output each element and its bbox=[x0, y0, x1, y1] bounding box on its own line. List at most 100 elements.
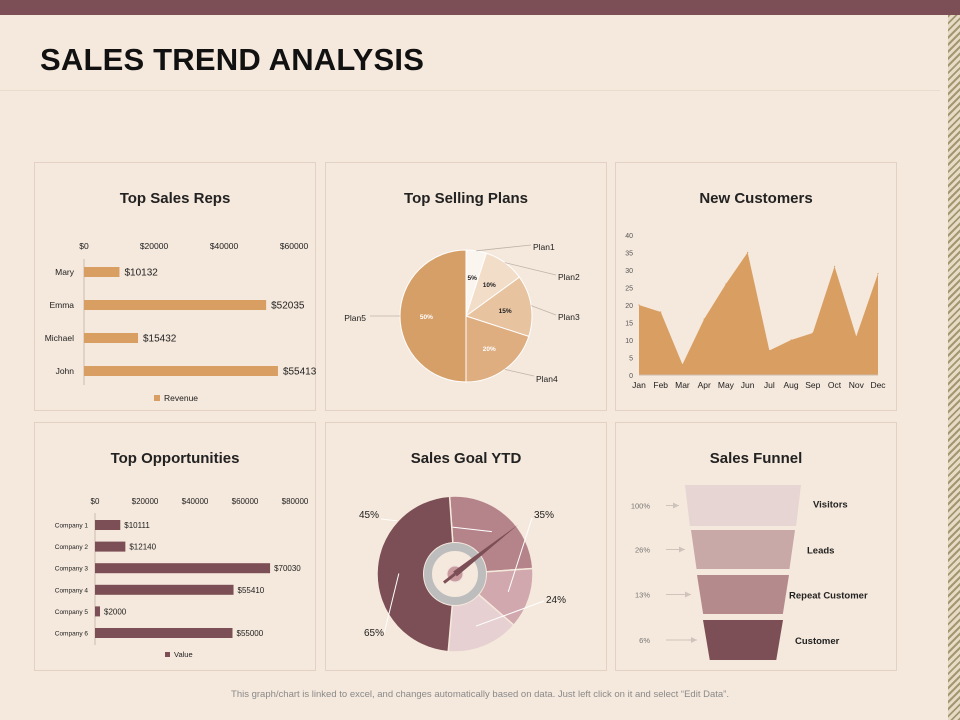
category-label: Emma bbox=[49, 300, 74, 310]
stage-percent-label: 13% bbox=[635, 591, 650, 600]
goal-segment bbox=[376, 495, 456, 653]
new-customers-chart[interactable]: 0 5 10 15 20 25 30 35 40 Jan Feb Mar Apr May Jun Jul Aug… bbox=[616, 163, 898, 412]
category-label: Company 2 bbox=[55, 544, 89, 551]
bar bbox=[84, 333, 139, 343]
arrow-head bbox=[673, 502, 679, 509]
top-banner bbox=[0, 0, 960, 15]
bar bbox=[95, 606, 100, 617]
x-tick-label: $0 bbox=[91, 497, 100, 506]
x-tick-label: $0 bbox=[79, 241, 89, 251]
y-tick-label: 5 bbox=[629, 356, 633, 363]
y-tick-label: 20 bbox=[625, 303, 633, 310]
panel-sales-funnel[interactable]: Sales Funnel 100% Visitors 26% Leads 13% Repe… bbox=[615, 422, 897, 671]
y-tick-label: 25 bbox=[625, 286, 633, 293]
panel-new-customers[interactable]: New Customers 0 5 10 15 20 25 30 35 40 Jan Feb Mar A… bbox=[615, 162, 897, 411]
data-label: $10132 bbox=[124, 268, 158, 279]
data-point bbox=[812, 332, 814, 334]
category-label: Michael bbox=[45, 333, 74, 343]
legend-swatch bbox=[154, 395, 160, 401]
sales-funnel-chart[interactable]: 100% Visitors 26% Leads 13% Repeat Customer 6%… bbox=[616, 423, 898, 672]
y-tick-label: 35 bbox=[625, 251, 633, 258]
x-tick-label: Nov bbox=[849, 380, 865, 390]
leader-line bbox=[504, 262, 557, 276]
data-point bbox=[790, 339, 792, 341]
panel-top-opportunities[interactable]: Top Opportunities $0 $20000 $40000 $60000 $8… bbox=[34, 422, 316, 671]
category-label: Company 4 bbox=[55, 587, 89, 594]
panel-sales-goal-ytd[interactable]: Sales Goal YTD 45% 35% 24% 65% bbox=[325, 422, 607, 671]
data-label: $10111 bbox=[124, 521, 150, 530]
x-tick-label: Mar bbox=[675, 380, 690, 390]
slice-name-label: Plan5 bbox=[344, 313, 366, 323]
x-tick-label: Aug bbox=[784, 380, 799, 390]
gauge-needle bbox=[453, 524, 519, 577]
pie-slice bbox=[399, 249, 467, 383]
bar bbox=[84, 366, 278, 376]
data-point bbox=[638, 304, 640, 306]
chart-title: Sales Funnel bbox=[709, 450, 803, 467]
y-tick-label: 40 bbox=[625, 233, 633, 240]
slice-name-label: Plan1 bbox=[533, 242, 555, 252]
data-label: $55410 bbox=[238, 586, 265, 595]
decorative-stripe bbox=[948, 15, 960, 720]
gauge-ring bbox=[424, 543, 486, 605]
slice-percent-label: 5% bbox=[467, 275, 477, 282]
data-point bbox=[660, 311, 662, 313]
y-tick-label: 15 bbox=[625, 321, 633, 328]
stage-name-label: Visitors bbox=[813, 500, 848, 511]
data-point bbox=[855, 335, 857, 338]
bar bbox=[95, 520, 121, 530]
x-tick-label: Jun bbox=[741, 380, 755, 390]
x-tick-label: Oct bbox=[828, 380, 842, 390]
legend-label: Revenue bbox=[164, 393, 198, 403]
funnel-stage bbox=[685, 485, 801, 526]
x-tick-label: Jan bbox=[632, 380, 646, 390]
y-tick-label: 10 bbox=[625, 338, 633, 345]
x-tick-label: Dec bbox=[870, 380, 886, 390]
top-sales-reps-chart[interactable]: $0 $20000 $40000 $60000 Mary $10132 Emma $52035… bbox=[35, 163, 317, 412]
panel-top-sales-reps[interactable]: Top Sales Reps $0 $20000 $40000 $60000 Mary $… bbox=[34, 162, 317, 412]
data-label: $15432 bbox=[143, 334, 177, 345]
y-tick-label: 0 bbox=[629, 373, 633, 380]
bar bbox=[95, 563, 271, 574]
leader-line bbox=[504, 369, 535, 377]
top-selling-plans-chart[interactable]: 5% Plan1 10% Plan2 15% Plan3 20% Plan4 50% Plan5 bbox=[326, 163, 608, 412]
x-tick-label: Jul bbox=[764, 380, 775, 390]
chart-title: Top Selling Plans bbox=[404, 190, 528, 207]
stage-percent-label: 26% bbox=[635, 546, 650, 555]
x-tick-label: $40000 bbox=[210, 241, 239, 251]
category-label: Company 3 bbox=[55, 566, 89, 573]
data-point bbox=[703, 318, 705, 320]
data-point bbox=[877, 272, 879, 275]
segment-label: 45% bbox=[359, 510, 379, 521]
stage-percent-label: 100% bbox=[631, 502, 651, 511]
pie-slice bbox=[465, 315, 530, 383]
arrow-head bbox=[685, 591, 691, 598]
sales-goal-chart[interactable]: 45% 35% 24% 65% bbox=[326, 423, 608, 672]
legend-swatch bbox=[165, 652, 170, 657]
bar bbox=[95, 584, 234, 595]
leader-line bbox=[383, 573, 400, 635]
legend-label: Value bbox=[174, 650, 193, 659]
bar bbox=[95, 628, 233, 638]
slice-name-label: Plan3 bbox=[558, 312, 580, 322]
slice-name-label: Plan2 bbox=[558, 272, 580, 282]
funnel-stage bbox=[697, 575, 789, 614]
footer-note: This graph/chart is linked to excel, and… bbox=[231, 689, 729, 700]
bar bbox=[84, 300, 267, 310]
stage-name-label: Leads bbox=[807, 546, 834, 557]
panel-top-selling-plans[interactable]: Top Selling Plans 5% Plan1 10% Plan2 15% Plan… bbox=[325, 162, 607, 411]
category-label: Company 1 bbox=[55, 523, 89, 530]
chart-title: New Customers bbox=[699, 190, 813, 207]
x-tick-label: Sep bbox=[805, 380, 820, 390]
leader-line bbox=[476, 244, 532, 252]
funnel-stage bbox=[703, 620, 783, 660]
x-tick-label: $20000 bbox=[132, 497, 159, 506]
leader-line bbox=[507, 517, 533, 592]
category-label: Company 6 bbox=[55, 631, 89, 638]
title-divider bbox=[0, 90, 940, 91]
data-point bbox=[833, 265, 836, 268]
category-label: Company 5 bbox=[55, 609, 89, 616]
arrow-head bbox=[691, 637, 697, 643]
slice-name-label: Plan4 bbox=[536, 374, 558, 384]
top-opportunities-chart[interactable]: $0 $20000 $40000 $60000 $80000 Company 1 $1011… bbox=[35, 423, 317, 672]
